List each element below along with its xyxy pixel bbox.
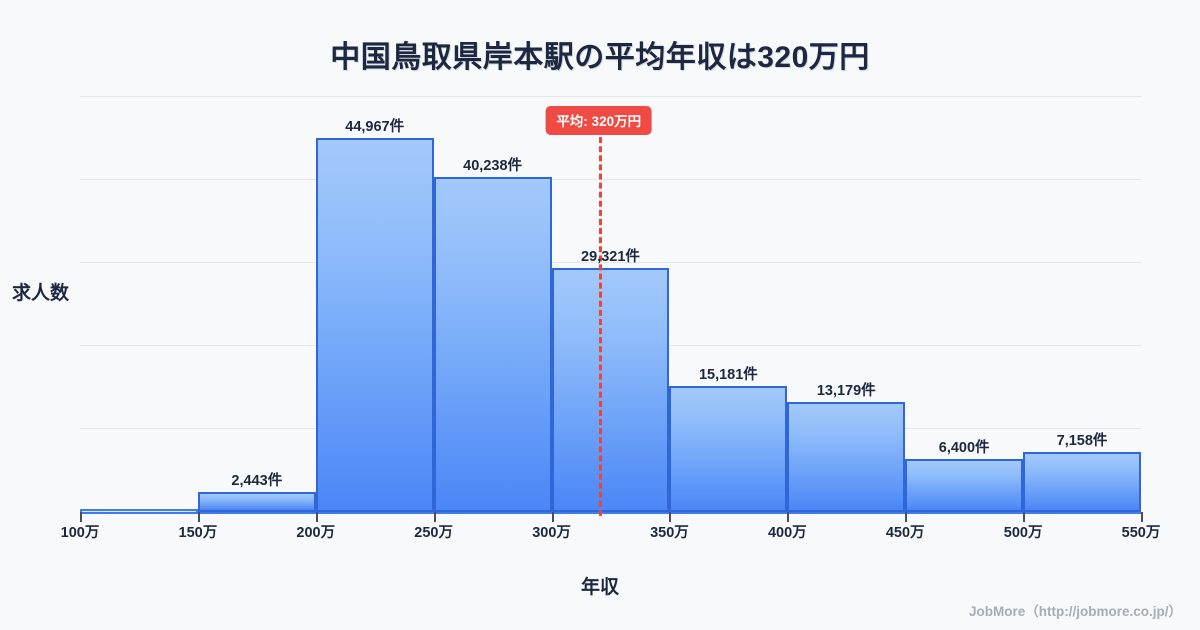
x-axis-tick-label: 400万 [767, 525, 807, 541]
bar [1023, 452, 1141, 512]
x-axis-tick [905, 512, 908, 522]
footer-credit: JobMore（http://jobmore.co.jp/） [969, 604, 1182, 619]
bar-value-label: 2,443件 [231, 472, 283, 489]
x-axis-tick [669, 512, 672, 522]
x-axis-tick-label: 250万 [414, 525, 453, 541]
x-axis-title: 年収 [580, 577, 619, 598]
average-badge: 平均: 320万円 [545, 106, 653, 135]
gridline [80, 262, 1141, 263]
bar-value-label: 40,238件 [463, 158, 523, 175]
bar-value-label: 29,321件 [581, 249, 640, 266]
bar [551, 268, 670, 512]
x-axis-tick-label: 150万 [178, 525, 218, 541]
gridline [80, 179, 1141, 180]
x-axis-tick [1141, 512, 1143, 522]
bar-value-label: 7,158件 [1056, 433, 1108, 450]
bar [315, 137, 434, 512]
x-axis-tick-label: 450万 [885, 525, 925, 541]
x-axis-tick [787, 512, 790, 522]
bar [787, 402, 906, 512]
bar [669, 385, 788, 512]
bar [197, 491, 316, 512]
page-title: 中国鳥取県岸本駅の平均年収は320万円 [330, 41, 870, 74]
x-axis-line [80, 512, 1141, 514]
gridline [80, 96, 1141, 97]
x-axis-tick-label: 100万 [60, 525, 100, 541]
x-axis-tick-label: 350万 [650, 525, 689, 541]
bar-value-label: 13,179件 [816, 383, 876, 400]
x-axis-tick [1023, 512, 1026, 522]
average-line [598, 128, 602, 516]
bar [80, 509, 198, 512]
x-axis-tick [197, 512, 200, 522]
x-axis-tick-label: 500万 [1003, 525, 1043, 541]
x-axis-tick [551, 512, 554, 522]
y-axis-title: 求人数 [12, 283, 70, 304]
bar-value-label: 15,181件 [698, 366, 758, 383]
x-axis-tick [315, 512, 318, 522]
x-axis-tick [80, 512, 82, 522]
bar-value-label: 6,400件 [938, 439, 990, 456]
bar-value-label: 44,967件 [345, 118, 405, 135]
bar [433, 177, 552, 512]
x-axis-tick [433, 512, 436, 522]
x-axis-tick-label: 300万 [532, 525, 571, 541]
bar [905, 458, 1024, 512]
x-axis-tick-label: 200万 [296, 525, 336, 541]
x-axis-tick-label: 550万 [1121, 525, 1161, 541]
